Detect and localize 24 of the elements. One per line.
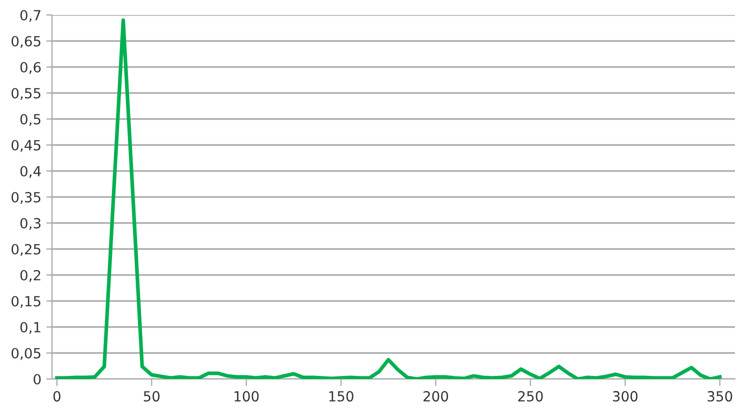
- y-tick-label: 0,6: [20, 62, 41, 74]
- y-tick-label: 0,05: [12, 348, 40, 360]
- y-tick-label: 0,3: [20, 218, 40, 230]
- x-tick-label: 200: [424, 391, 448, 402]
- y-tick-label: 0,45: [12, 140, 40, 152]
- y-tick-label: 0,35: [12, 192, 40, 204]
- y-tick-label: 0,4: [20, 166, 41, 178]
- x-tick-label: 50: [144, 391, 160, 402]
- x-tick-label: 100: [234, 391, 259, 402]
- y-tick-label: 0,15: [12, 296, 40, 308]
- y-tick-label: 0,5: [20, 114, 40, 126]
- y-tick-label: 0,25: [12, 244, 40, 256]
- y-tick-label: 0,1: [20, 322, 40, 334]
- x-tick-label: 0: [53, 391, 60, 402]
- x-tick-label: 150: [329, 391, 354, 402]
- y-tick-label: 0,7: [20, 10, 40, 22]
- x-tick-label: 300: [612, 391, 638, 402]
- y-tick-label: 0,2: [20, 270, 40, 282]
- x-tick-label: 350: [708, 391, 732, 402]
- line-series: [55, 18, 722, 379]
- y-tick-label: 0,65: [12, 36, 40, 48]
- x-tick-label: 250: [518, 391, 543, 402]
- y-tick-label: 0,55: [12, 88, 40, 100]
- y-tick-label: 0: [34, 374, 41, 384]
